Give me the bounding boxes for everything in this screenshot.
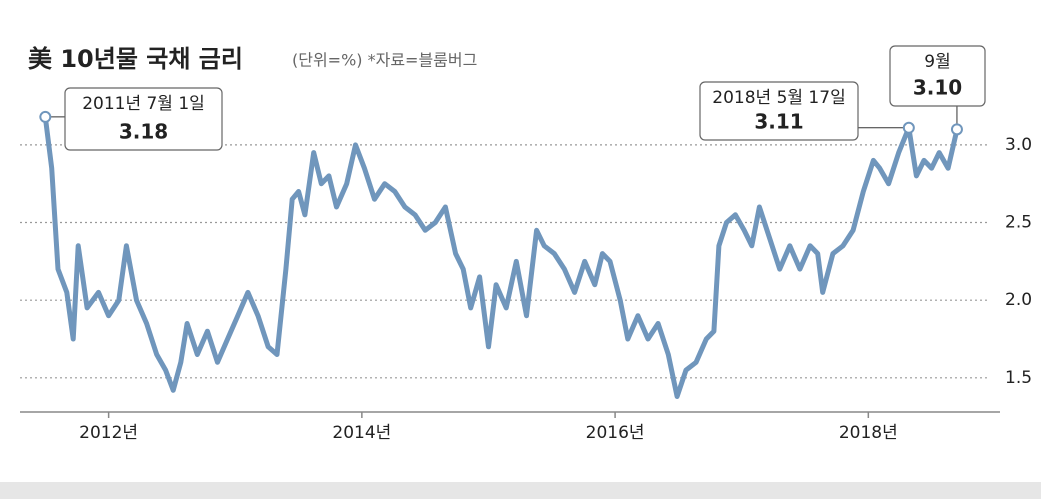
callout-box <box>699 81 859 141</box>
callout-box <box>64 87 223 151</box>
y-tick-label: 1.5 <box>1005 368 1032 388</box>
callout-box <box>889 45 986 107</box>
marker <box>902 121 915 134</box>
marker <box>950 123 963 136</box>
callout-value: 3.11 <box>754 110 803 134</box>
marker <box>39 110 52 123</box>
bottom-bar <box>0 482 1041 499</box>
callout-value: 3.18 <box>119 120 168 144</box>
line <box>42 116 960 399</box>
chart-title: 美 10년물 국채 금리 <box>28 45 243 73</box>
x-tick-label: 2018년 <box>839 423 898 443</box>
y-tick-label: 2.5 <box>1005 213 1032 233</box>
x-tick-label: 2016년 <box>586 423 645 443</box>
y-tick-label: 3.0 <box>1005 135 1032 155</box>
callout-date: 9월 <box>924 52 950 72</box>
x-tick-label: 2014년 <box>332 423 391 443</box>
callout-date: 2011년 7월 1일 <box>82 94 205 114</box>
x-tick-label: 2012년 <box>79 423 138 443</box>
y-tick-label: 2.0 <box>1005 290 1032 310</box>
callout-value: 3.10 <box>913 76 962 100</box>
callout-date: 2018년 5월 17일 <box>712 88 845 108</box>
chart-subtitle: (단위=%) *자료=블룸버그 <box>292 51 477 70</box>
